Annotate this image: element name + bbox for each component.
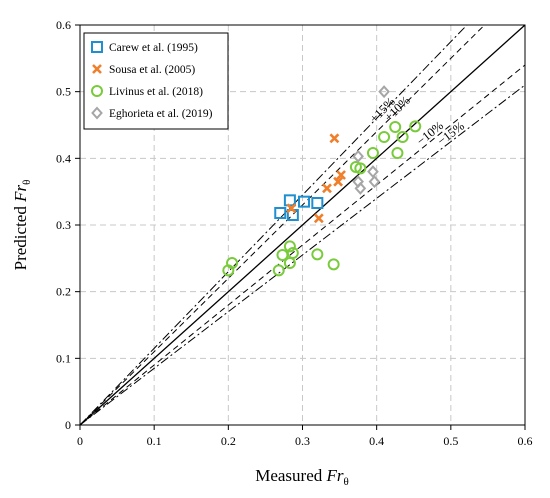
y-tick-label: 0.1 xyxy=(56,351,71,365)
perfect-agreement-line xyxy=(79,24,526,426)
x-tick-label: 0.2 xyxy=(221,434,236,448)
x-tick-label: 0.6 xyxy=(518,434,533,448)
legend-marker-square xyxy=(91,41,103,53)
data-point-circle xyxy=(396,131,409,143)
data-point-x xyxy=(336,170,346,180)
y-tick-label: 0.4 xyxy=(56,151,71,165)
legend-label: Sousa et al. (2005) xyxy=(109,64,195,76)
data-point-circle xyxy=(391,147,404,159)
legend-label: Livinus et al. (2018) xyxy=(109,86,203,98)
data-point-diamond xyxy=(368,175,381,189)
data-point-x xyxy=(286,203,297,214)
data-point-circle xyxy=(283,257,296,269)
x-tick-label: 0.3 xyxy=(295,434,310,448)
data-point-circle xyxy=(286,247,299,259)
data-point-square xyxy=(274,207,287,219)
data-point-x xyxy=(333,176,344,187)
x-tick-label: 0.5 xyxy=(443,434,458,448)
axis-ticks: 0 0.1 0.2 0.3 0.4 0.5 0.6 0 0.1 0.2 0.3 0.4 0.5 0.6 xyxy=(56,18,533,448)
grid xyxy=(80,25,525,425)
data-point-diamond xyxy=(367,165,379,179)
plus-10-line xyxy=(79,24,485,426)
legend-label: Carew et al. (1995) xyxy=(109,42,198,54)
x-tick-label: 0 xyxy=(77,434,83,448)
legend-marker-circle xyxy=(91,85,103,97)
minus-15-line xyxy=(79,84,526,426)
data-point-circle xyxy=(366,147,379,159)
x-tick-label: 0.4 xyxy=(369,434,384,448)
data-point-x xyxy=(329,133,340,144)
y-tick-label: 0.6 xyxy=(56,18,71,32)
y-tick-label: 0.2 xyxy=(56,285,71,299)
x-tick-label: 0.1 xyxy=(147,434,162,448)
legend: Carew et al. (1995) Sousa et al. (2005) Li… xyxy=(83,32,229,130)
y-tick-label: 0.5 xyxy=(56,85,71,99)
legend-label: Eghorieta et al. (2019) xyxy=(109,108,213,120)
data-point-circle xyxy=(226,257,239,269)
data-point-circle xyxy=(389,121,402,133)
data-point-circle xyxy=(327,258,340,271)
data-point-circle xyxy=(311,248,324,261)
reference-lines xyxy=(79,24,526,426)
data-point-circle xyxy=(272,264,285,277)
legend-box xyxy=(83,32,229,130)
x-axis-title: Measured Frθ xyxy=(255,466,349,488)
minus-10-line xyxy=(79,64,526,426)
data-point-circle xyxy=(354,162,367,175)
legend-marker-diamond xyxy=(91,106,103,120)
y-axis-title: Predicted Frθ xyxy=(11,180,33,271)
data-point-diamond xyxy=(378,85,390,99)
legend-marker-x xyxy=(92,64,102,74)
data-points xyxy=(222,85,422,277)
y-tick-label: 0 xyxy=(65,418,71,432)
plus-15-line xyxy=(79,24,468,426)
data-point-diamond xyxy=(352,149,364,163)
data-point-circle xyxy=(283,240,296,253)
data-point-diamond xyxy=(354,181,367,195)
data-point-square xyxy=(311,197,324,209)
data-point-x xyxy=(313,213,324,224)
data-point-circle xyxy=(409,120,422,133)
data-point-square xyxy=(297,195,310,208)
y-tick-label: 0.3 xyxy=(56,218,71,232)
data-point-x xyxy=(322,183,332,194)
data-point-circle xyxy=(378,131,391,143)
